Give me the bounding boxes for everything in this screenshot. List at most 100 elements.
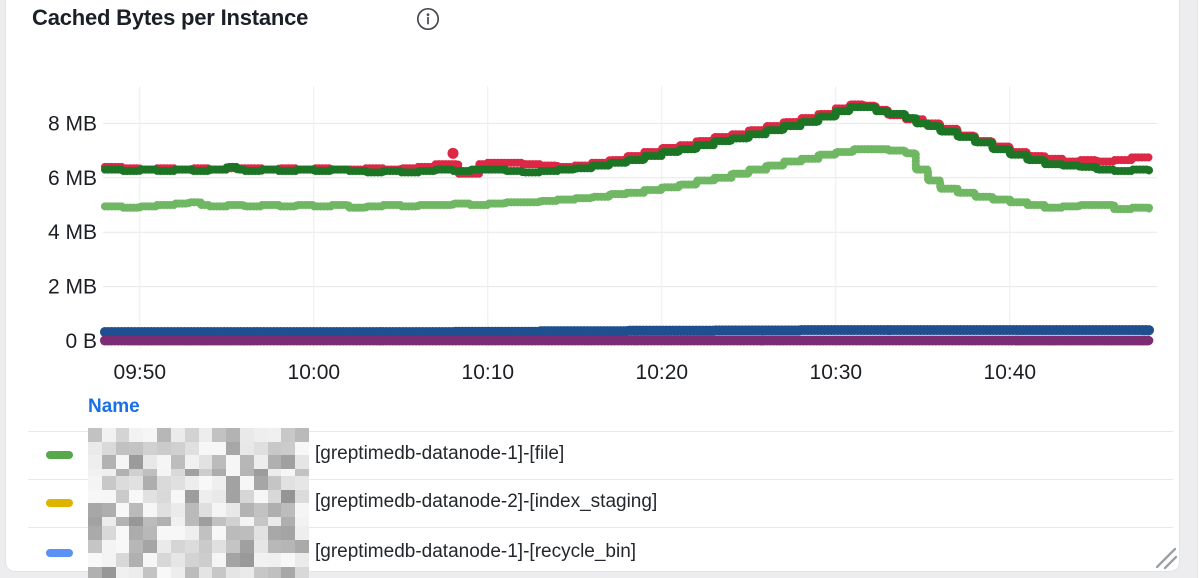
mosaic-cell xyxy=(281,526,296,540)
mosaic-cell xyxy=(88,489,102,503)
mosaic-cell xyxy=(101,503,116,517)
mosaic-cell xyxy=(143,476,158,490)
mosaic-cell xyxy=(129,566,144,578)
mosaic-cell xyxy=(184,503,199,517)
mosaic-cell xyxy=(295,489,309,503)
mosaic-cell xyxy=(281,441,296,455)
mosaic-cell xyxy=(295,428,309,442)
mosaic-cell xyxy=(212,553,227,567)
mosaic-cell xyxy=(101,526,116,540)
mosaic-cell xyxy=(295,503,309,517)
mosaic-cell xyxy=(212,441,227,455)
mosaic-cell xyxy=(129,441,144,455)
legend-series-color-pill[interactable] xyxy=(46,451,73,459)
mosaic-cell xyxy=(88,526,102,540)
mosaic-cell xyxy=(295,553,309,567)
mosaic-cell xyxy=(239,503,254,517)
legend-name-column-header[interactable]: Name xyxy=(88,396,140,417)
mosaic-cell xyxy=(88,553,102,567)
mosaic-cell xyxy=(184,476,199,490)
mosaic-cell xyxy=(212,455,227,469)
mosaic-cell xyxy=(143,441,158,455)
mosaic-cell xyxy=(198,553,213,567)
mosaic-cell xyxy=(281,428,296,442)
mosaic-cell xyxy=(212,476,227,490)
mosaic-cell xyxy=(198,489,213,503)
mosaic-cell xyxy=(198,539,213,553)
mosaic-cell xyxy=(239,566,254,578)
mosaic-cell xyxy=(253,566,268,578)
legend-row-divider xyxy=(28,431,1173,432)
mosaic-cell xyxy=(226,566,240,578)
mosaic-cell xyxy=(115,526,130,540)
mosaic-cell xyxy=(253,489,268,503)
mosaic-cell xyxy=(88,441,102,455)
mosaic-cell xyxy=(212,566,227,578)
mosaic-cell xyxy=(101,441,116,455)
mosaic-cell xyxy=(143,489,158,503)
mosaic-cell xyxy=(170,428,185,442)
mosaic-cell xyxy=(253,503,268,517)
mosaic-cell xyxy=(198,455,213,469)
mosaic-cell xyxy=(212,503,227,517)
x-axis-tick-label: 10:20 xyxy=(636,361,689,384)
mosaic-cell xyxy=(226,553,240,567)
mosaic-cell xyxy=(212,526,227,540)
x-axis-tick-label: 10:30 xyxy=(810,361,863,384)
mosaic-cell xyxy=(115,428,130,442)
legend-series-color-pill[interactable] xyxy=(46,499,73,507)
redacted-pixelated-text xyxy=(88,526,309,578)
cached-bytes-chart: 8 MB 6 MB 4 MB 2 MB 0 B 09:50 10:00 10:10 10:20 1… xyxy=(48,86,1157,384)
mosaic-cell xyxy=(129,489,144,503)
mosaic-cell xyxy=(239,476,254,490)
mosaic-cell xyxy=(157,526,171,540)
mosaic-cell xyxy=(157,553,171,567)
mosaic-cell xyxy=(184,428,199,442)
mosaic-cell xyxy=(267,539,282,553)
mosaic-cell xyxy=(101,476,116,490)
mosaic-cell xyxy=(129,539,144,553)
y-axis-tick-label: 4 MB xyxy=(48,221,97,244)
redacted-pixelated-text xyxy=(88,428,309,482)
mosaic-cell xyxy=(267,441,282,455)
x-axis-tick-label: 10:40 xyxy=(984,361,1037,384)
x-axis-tick-label: 10:10 xyxy=(462,361,515,384)
legend-series-label[interactable]: [greptimedb-datanode-1]-[file] xyxy=(315,443,565,464)
mosaic-cell xyxy=(129,503,144,517)
mosaic-cell xyxy=(101,455,116,469)
mosaic-cell xyxy=(115,553,130,567)
legend-series-label[interactable]: [greptimedb-datanode-1]-[recycle_bin] xyxy=(315,541,637,562)
mosaic-cell xyxy=(143,503,158,517)
mosaic-cell xyxy=(198,441,213,455)
mosaic-cell xyxy=(184,526,199,540)
panel-resize-handle[interactable] xyxy=(1153,545,1179,576)
mosaic-cell xyxy=(115,503,130,517)
mosaic-cell xyxy=(239,539,254,553)
mosaic-cell xyxy=(184,553,199,567)
mosaic-cell xyxy=(101,553,116,567)
mosaic-cell xyxy=(157,428,171,442)
mosaic-cell xyxy=(143,455,158,469)
mosaic-cell xyxy=(267,455,282,469)
legend-series-label[interactable]: [greptimedb-datanode-2]-[index_staging] xyxy=(315,491,658,512)
adjacent-panel-edge xyxy=(1197,0,1200,578)
mosaic-cell xyxy=(88,503,102,517)
mosaic-cell xyxy=(170,553,185,567)
info-icon[interactable] xyxy=(416,7,440,31)
mosaic-cell xyxy=(267,428,282,442)
mosaic-cell xyxy=(295,476,309,490)
mosaic-cell xyxy=(170,489,185,503)
mosaic-cell xyxy=(281,539,296,553)
mosaic-cell xyxy=(170,455,185,469)
mosaic-cell xyxy=(115,566,130,578)
legend-series-color-pill[interactable] xyxy=(46,549,73,557)
mosaic-cell xyxy=(88,476,102,490)
mosaic-cell xyxy=(295,566,309,578)
mosaic-cell xyxy=(157,539,171,553)
mosaic-cell xyxy=(253,428,268,442)
mosaic-cell xyxy=(157,455,171,469)
mosaic-cell xyxy=(115,489,130,503)
mosaic-cell xyxy=(88,455,102,469)
outlier-point xyxy=(447,147,459,159)
mosaic-cell xyxy=(295,526,309,540)
